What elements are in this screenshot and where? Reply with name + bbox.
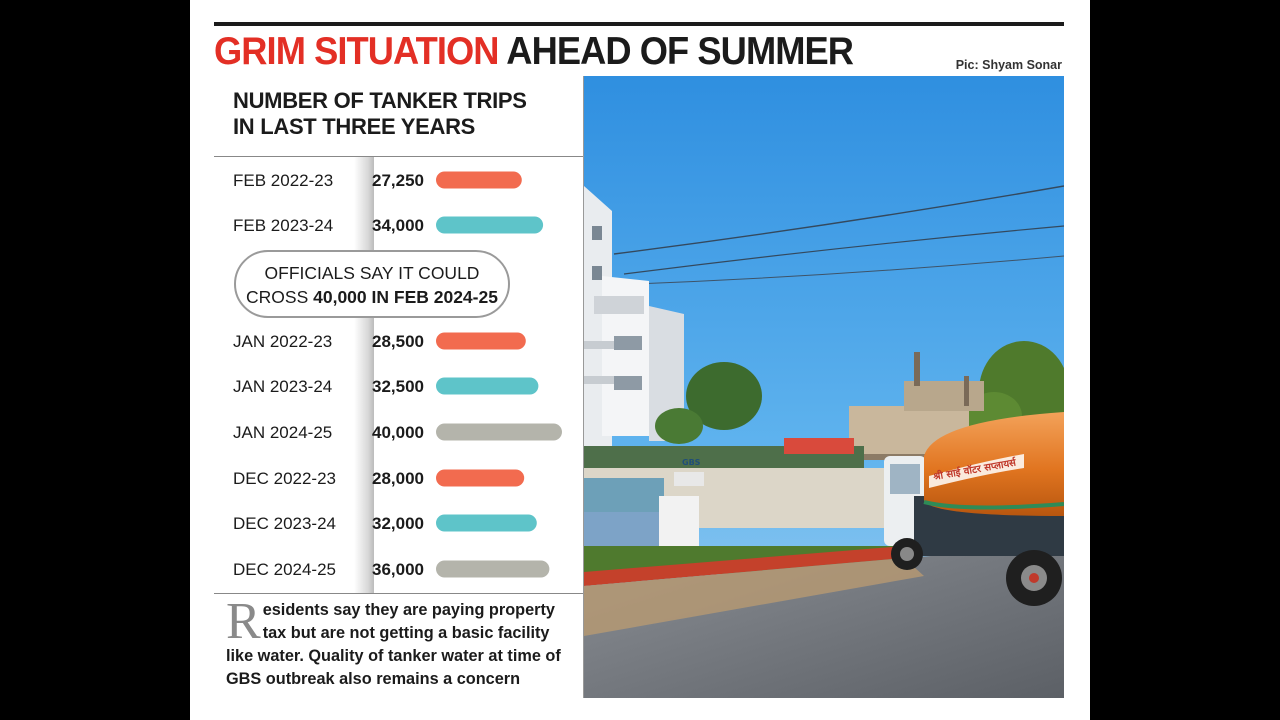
bar bbox=[436, 216, 544, 234]
headline-black: AHEAD OF SUMMER bbox=[506, 30, 854, 73]
value-label: 28,500 bbox=[372, 332, 424, 351]
sunlit-pavement bbox=[584, 558, 924, 636]
title-rule bbox=[214, 156, 583, 157]
street-photo: श्री साई वॉटर सप्लायर्स GBS bbox=[584, 76, 1064, 698]
officials-callout: OFFICIALS SAY IT COULD CROSS 40,000 IN F… bbox=[234, 250, 510, 318]
chart-title-line-2: IN LAST THREE YEARS bbox=[233, 114, 476, 139]
category-label: JAN 2022-23 bbox=[233, 332, 332, 351]
category-label: DEC 2023-24 bbox=[233, 514, 336, 533]
value-label: 32,000 bbox=[372, 514, 424, 533]
quote-text: esidents say they are paying property ta… bbox=[226, 601, 561, 688]
chart-panel: NUMBER OF TANKER TRIPS IN LAST THREE YEA… bbox=[214, 76, 584, 698]
top-rule bbox=[214, 22, 1064, 26]
value-label: 28,000 bbox=[372, 469, 424, 488]
category-label: FEB 2023-24 bbox=[233, 216, 333, 235]
gbs-board: GBS bbox=[682, 458, 701, 467]
callout-prefix: CROSS bbox=[246, 287, 314, 307]
page: GRIM SITUATION AHEAD OF SUMMER Pic: Shya… bbox=[190, 0, 1090, 720]
trees bbox=[655, 341, 1064, 444]
power-wire bbox=[623, 225, 1064, 275]
bar bbox=[436, 560, 550, 578]
value-label: 40,000 bbox=[372, 423, 424, 442]
callout-line-2: CROSS 40,000 IN FEB 2024-25 bbox=[236, 285, 508, 309]
category-label: FEB 2022-23 bbox=[233, 171, 333, 190]
value-label: 32,500 bbox=[372, 377, 424, 396]
headline-red: GRIM SITUATION bbox=[214, 30, 499, 73]
drop-cap: R bbox=[226, 593, 261, 650]
kerb bbox=[584, 546, 904, 586]
bar bbox=[436, 332, 526, 350]
compound-wall bbox=[584, 438, 884, 562]
bar bbox=[436, 469, 525, 487]
headline: GRIM SITUATION AHEAD OF SUMMER bbox=[214, 30, 854, 74]
water-tanker: श्री साई वॉटर सप्लायर्स bbox=[884, 412, 1064, 606]
power-wire bbox=[613, 185, 1064, 255]
category-label: DEC 2022-23 bbox=[233, 469, 336, 488]
bar bbox=[436, 171, 522, 189]
callout-highlight: 40,000 IN FEB 2024-25 bbox=[313, 287, 498, 307]
bar bbox=[436, 423, 562, 441]
callout-line-1: OFFICIALS SAY IT COULD bbox=[264, 263, 480, 283]
bar bbox=[436, 514, 537, 532]
bar bbox=[436, 377, 539, 395]
category-label: JAN 2023-24 bbox=[233, 377, 332, 396]
category-label: DEC 2024-25 bbox=[233, 560, 336, 579]
category-label: JAN 2024-25 bbox=[233, 423, 332, 442]
chart-title-line-1: NUMBER OF TANKER TRIPS bbox=[233, 88, 527, 113]
value-label: 36,000 bbox=[372, 560, 424, 579]
photo-credit: Pic: Shyam Sonar bbox=[955, 58, 1062, 72]
chart-title: NUMBER OF TANKER TRIPS IN LAST THREE YEA… bbox=[233, 88, 573, 140]
bottom-rule bbox=[214, 593, 583, 594]
value-label: 27,250 bbox=[372, 171, 424, 190]
power-wire bbox=[633, 255, 1064, 285]
value-label: 34,000 bbox=[372, 216, 424, 235]
bar-chart: FEB 2022-23 27,250 FEB 2023-24 34,000 JAN 20… bbox=[233, 171, 562, 579]
apartment-building bbox=[584, 186, 684, 446]
